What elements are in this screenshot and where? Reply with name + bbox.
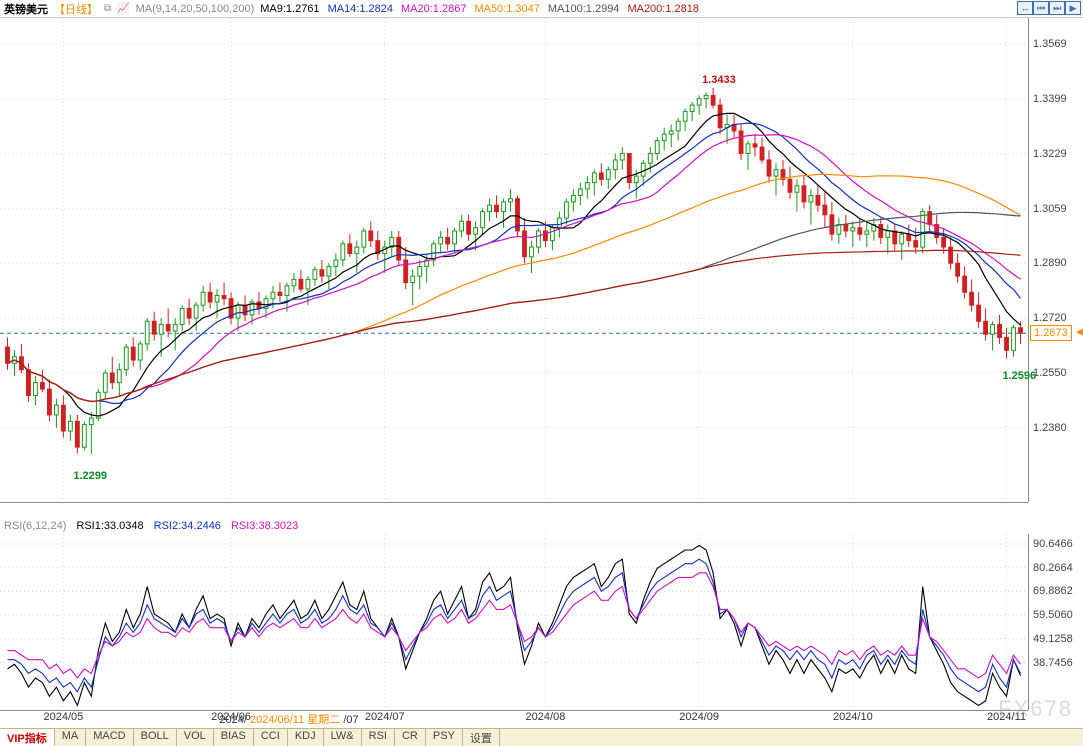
rsi-yaxis: 90.6466 80.2664 69.8862 59.5060 49.1258 38.74…: [1028, 534, 1083, 710]
rsi-ytick: 59.5060: [1033, 609, 1073, 621]
price-annotation: 1.2299: [73, 470, 107, 482]
indicator-tab[interactable]: MA: [55, 729, 87, 746]
indicator-tab[interactable]: BIAS: [214, 729, 254, 746]
current-price-tag: 1.2673: [1030, 325, 1072, 341]
price-ytick: 1.3569: [1033, 38, 1067, 50]
price-ytick: 1.2550: [1033, 367, 1067, 379]
price-ytick: 1.2720: [1033, 312, 1067, 324]
xaxis-spacer: [0, 502, 1028, 520]
xaxis-crosshair-label: 2024/ 2024/06/11 星期二 /07: [219, 711, 358, 727]
rsi-ytick: 69.8862: [1033, 585, 1073, 597]
ma-value: MA9:1.2761: [260, 3, 319, 15]
indicator-tab[interactable]: VOL: [177, 729, 214, 746]
indicator-tab[interactable]: CR: [395, 729, 426, 746]
ma-value: MA20:1.2867: [401, 3, 466, 15]
indicator-tab[interactable]: PSY: [426, 729, 463, 746]
price-annotation: 1.3433: [702, 74, 736, 86]
xaxis-tick: 2024/08: [526, 711, 566, 723]
watermark: FX678: [998, 696, 1073, 722]
indicator-tab[interactable]: VIP指标: [0, 729, 55, 746]
rsi-value: RSI3:38.3023: [231, 520, 298, 532]
link-icon: ⧉: [104, 3, 111, 14]
xaxis-tick: 2024/07: [365, 711, 405, 723]
xaxis-tick: 2024/05: [43, 711, 83, 723]
price-yaxis: 1.3569 1.3399 1.3229 1.3059 1.2890 1.2720 1.25…: [1028, 18, 1083, 502]
ma-value: MA100:1.2994: [548, 3, 620, 15]
symbol-label: 英镑美元: [4, 1, 48, 17]
indicator-tab[interactable]: LW&: [324, 729, 362, 746]
rsi-ytick: 49.1258: [1033, 633, 1073, 645]
price-ytick: 1.3229: [1033, 148, 1067, 160]
indicator-tab[interactable]: KDJ: [288, 729, 324, 746]
rsi-header: RSI(6,12,24) RSI1:33.0348 RSI2:34.2446 RSI…: [0, 520, 308, 534]
price-ytick: 1.3399: [1033, 93, 1067, 105]
toolbar-icons: ↔ ⏮ ⏭ ▶: [1017, 1, 1081, 15]
tool-icon[interactable]: ⏮: [1033, 1, 1049, 15]
price-panel[interactable]: 1.3569 1.3399 1.3229 1.3059 1.2890 1.2720 1.25…: [0, 18, 1083, 502]
rsi-ytick: 90.6466: [1033, 538, 1073, 550]
indicator-tab[interactable]: BOLL: [134, 729, 177, 746]
rsi-title: RSI(6,12,24): [4, 520, 66, 534]
tool-icon[interactable]: ↔: [1017, 1, 1033, 15]
tool-icon[interactable]: ▶: [1065, 1, 1081, 15]
price-arrow-icon: ◀: [1076, 327, 1083, 338]
indicator-tab[interactable]: MACD: [86, 729, 133, 746]
rsi-ytick: 80.2664: [1033, 562, 1073, 574]
xaxis-tick: 2024/09: [679, 711, 719, 723]
xaxis: 2024/052024/062024/072024/082024/092024/…: [0, 710, 1028, 726]
timeframe-label: 【日线】: [54, 1, 98, 17]
rsi-value: RSI2:34.2446: [154, 520, 221, 532]
ma-value: MA50:1.3047: [474, 3, 539, 15]
rsi-panel[interactable]: 90.6466 80.2664 69.8862 59.5060 49.1258 38.74…: [0, 534, 1083, 710]
tool-icon[interactable]: ⏭: [1049, 1, 1065, 15]
price-ytick: 1.3059: [1033, 203, 1067, 215]
ma-values: MA9:1.2761 MA14:1.2824 MA20:1.2867 MA50:1.3…: [260, 3, 707, 15]
indicator-tab[interactable]: 设置: [463, 729, 500, 746]
rsi-ytick: 38.7456: [1033, 657, 1073, 669]
chart-type-icon[interactable]: 📈: [117, 3, 129, 14]
indicator-tab[interactable]: RSI: [362, 729, 395, 746]
indicator-tabs: VIP指标MAMACDBOLLVOLBIASCCIKDJLW&RSICRPSY设…: [0, 728, 1083, 746]
ma-value: MA200:1.2818: [627, 3, 699, 15]
chart-header: 英镑美元 【日线】 ⧉ 📈 MA(9,14,20,50,100,200) MA9…: [0, 0, 1083, 18]
rsi-value: RSI1:33.0348: [76, 520, 143, 532]
xaxis-tick: 2024/10: [833, 711, 873, 723]
ma-value: MA14:1.2824: [328, 3, 393, 15]
ma-title: MA(9,14,20,50,100,200): [136, 3, 255, 15]
indicator-tab[interactable]: CCI: [254, 729, 288, 746]
price-ytick: 1.2890: [1033, 257, 1067, 269]
price-annotation: 1.2596: [1003, 370, 1037, 382]
price-ytick: 1.2380: [1033, 422, 1067, 434]
